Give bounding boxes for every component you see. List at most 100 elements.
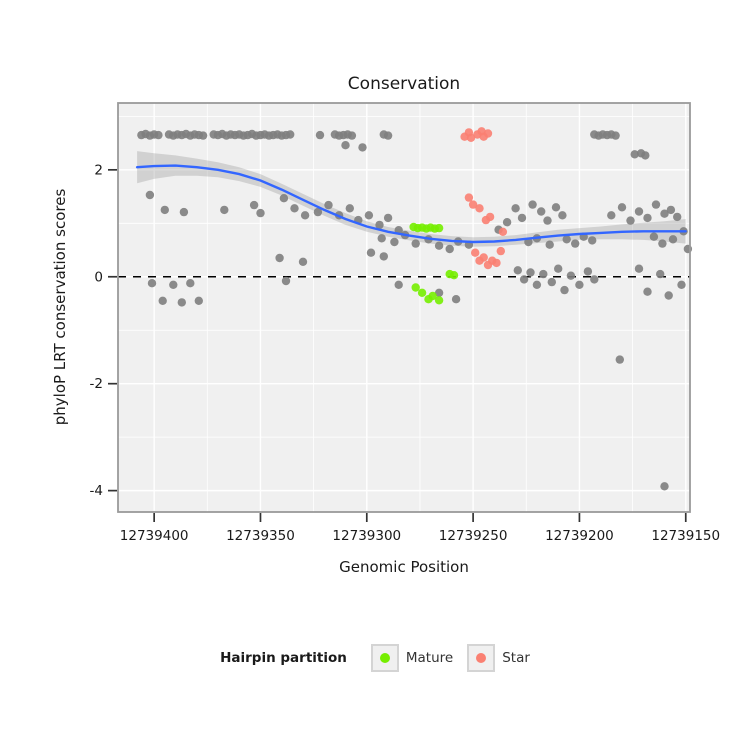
data-point bbox=[315, 130, 325, 140]
data-point bbox=[466, 133, 476, 142]
data-point bbox=[249, 200, 259, 210]
points-unpartitioned bbox=[137, 129, 693, 491]
data-point bbox=[643, 213, 652, 223]
data-point bbox=[560, 285, 569, 295]
data-point bbox=[147, 279, 157, 288]
x-axis-label: Genomic Position bbox=[339, 558, 469, 576]
data-point bbox=[673, 212, 682, 222]
data-point bbox=[590, 275, 599, 284]
data-point bbox=[428, 291, 437, 301]
data-point bbox=[366, 248, 376, 257]
tick-label: 0 bbox=[94, 269, 103, 285]
data-point bbox=[275, 253, 284, 263]
data-point bbox=[615, 355, 624, 364]
legend-item-star: Star bbox=[467, 644, 530, 672]
data-point bbox=[617, 203, 627, 212]
data-point bbox=[539, 269, 548, 279]
confidence-band bbox=[137, 151, 686, 247]
data-point bbox=[298, 257, 308, 266]
tick-label: 12739250 bbox=[439, 528, 508, 544]
data-point bbox=[449, 271, 459, 280]
data-point bbox=[451, 295, 461, 304]
tick-label: -2 bbox=[90, 376, 103, 392]
data-point bbox=[286, 130, 295, 139]
data-point bbox=[198, 131, 208, 140]
data-point bbox=[358, 143, 367, 152]
data-point bbox=[543, 216, 552, 225]
data-point bbox=[345, 204, 354, 213]
data-point bbox=[528, 200, 537, 209]
data-point bbox=[502, 218, 512, 227]
data-point bbox=[630, 150, 639, 159]
tick-label: 12739150 bbox=[651, 528, 720, 544]
data-point bbox=[496, 246, 505, 256]
data-point bbox=[664, 291, 673, 300]
data-point bbox=[290, 204, 299, 213]
data-point bbox=[588, 236, 597, 245]
tick-label: 2 bbox=[94, 162, 103, 178]
data-point bbox=[554, 264, 563, 273]
legend-item-mature: Mature bbox=[370, 644, 453, 672]
data-point bbox=[154, 130, 163, 140]
data-point bbox=[434, 223, 444, 233]
data-point bbox=[575, 280, 584, 289]
data-point bbox=[375, 220, 384, 230]
legend-key-star bbox=[467, 644, 496, 672]
smooth-line bbox=[135, 164, 687, 244]
points-mature bbox=[409, 222, 459, 305]
data-point bbox=[551, 203, 561, 212]
data-point bbox=[194, 296, 203, 305]
data-point bbox=[649, 232, 659, 241]
minor-gridlines bbox=[118, 103, 690, 512]
data-point bbox=[281, 276, 291, 286]
data-point bbox=[434, 241, 444, 250]
legend-label-star: Star bbox=[502, 650, 530, 666]
data-point bbox=[475, 204, 484, 213]
data-point bbox=[394, 280, 403, 289]
data-point bbox=[668, 235, 678, 244]
data-point bbox=[658, 239, 667, 248]
tick-label: 12739400 bbox=[120, 528, 189, 544]
data-point bbox=[485, 212, 495, 222]
data-point bbox=[379, 252, 388, 261]
data-point bbox=[158, 296, 167, 305]
data-point bbox=[562, 235, 571, 244]
data-point bbox=[383, 131, 393, 140]
data-point bbox=[483, 129, 493, 138]
tick-label: 12739200 bbox=[545, 528, 614, 544]
y-axis-ticks: -4 -2 0 2 bbox=[90, 162, 117, 499]
panel-background bbox=[118, 103, 690, 512]
panel-border bbox=[117, 102, 691, 513]
data-point bbox=[411, 239, 420, 248]
data-point bbox=[492, 258, 501, 268]
star-swatch-icon bbox=[476, 653, 487, 663]
data-point bbox=[479, 253, 488, 262]
data-point bbox=[179, 207, 189, 217]
data-point bbox=[517, 213, 527, 223]
tick-label: -4 bbox=[90, 483, 103, 499]
data-point bbox=[634, 207, 644, 216]
data-point bbox=[641, 151, 650, 160]
data-point bbox=[513, 266, 522, 275]
data-point bbox=[498, 227, 508, 236]
data-point bbox=[634, 264, 644, 273]
data-point bbox=[434, 296, 444, 305]
data-point bbox=[626, 216, 635, 225]
data-point bbox=[383, 213, 393, 223]
data-point bbox=[464, 193, 474, 202]
legend-hairpin-partition: Hairpin partition Mature Star bbox=[0, 644, 750, 672]
data-point bbox=[445, 244, 454, 254]
data-point bbox=[660, 209, 669, 218]
data-point bbox=[532, 280, 542, 289]
data-point bbox=[313, 207, 323, 217]
x-axis-ticks: 12739400 12739350 12739300 12739250 12739200… bbox=[120, 513, 720, 544]
data-point bbox=[547, 277, 556, 287]
data-point bbox=[677, 280, 686, 289]
data-point bbox=[177, 298, 186, 307]
data-point bbox=[300, 211, 310, 220]
data-point bbox=[571, 239, 580, 248]
data-point bbox=[279, 194, 289, 203]
data-point bbox=[511, 204, 520, 213]
mature-swatch-icon bbox=[379, 653, 390, 663]
